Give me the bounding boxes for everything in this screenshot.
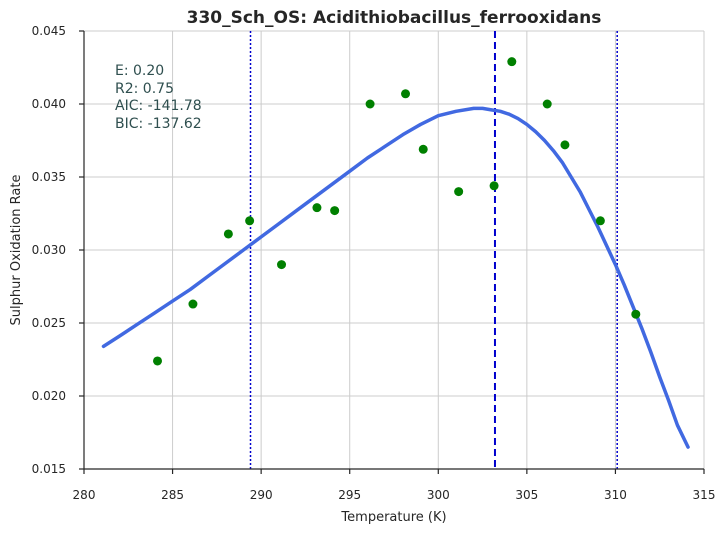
- data-point: [560, 140, 570, 150]
- data-point: [330, 206, 340, 216]
- data-point: [245, 216, 255, 226]
- y-tick-label: 0.045: [32, 24, 66, 38]
- x-tick-label: 300: [427, 488, 450, 502]
- data-point: [542, 99, 552, 109]
- data-point: [631, 309, 641, 319]
- y-tick-label: 0.035: [32, 170, 66, 184]
- stat-e: E: 0.20: [115, 63, 164, 79]
- stat-aic: AIC: -141.78: [115, 98, 202, 114]
- grid: [84, 30, 705, 469]
- data-point: [507, 57, 517, 67]
- fit-curve-layer: [101, 106, 690, 449]
- x-tick-label: 315: [693, 488, 716, 502]
- data-point: [454, 187, 464, 197]
- y-tick-label: 0.030: [32, 243, 66, 257]
- y-tick-labels: 0.015 0.020 0.025 0.030 0.035 0.040 0.045: [32, 24, 84, 476]
- data-point: [277, 260, 287, 270]
- y-axis-label: Sulphur Oxidation Rate: [9, 175, 24, 326]
- x-tick-label: 305: [515, 488, 538, 502]
- data-point: [418, 144, 428, 154]
- stat-r2: R2: 0.75: [115, 81, 174, 97]
- fit-curve: [101, 106, 690, 449]
- data-point: [365, 99, 375, 109]
- data-point: [401, 89, 411, 99]
- data-point: [153, 356, 163, 366]
- y-tick-label: 0.040: [32, 97, 66, 111]
- stat-bic: BIC: -137.62: [115, 116, 202, 132]
- x-tick-label: 285: [161, 488, 184, 502]
- x-axis-label: Temperature (K): [340, 510, 446, 525]
- data-points: [153, 57, 641, 366]
- y-tick-label: 0.025: [32, 316, 66, 330]
- reference-lines: [249, 31, 618, 469]
- x-tick-labels: 280 285 290 295 300 305 310 315: [73, 469, 716, 502]
- x-tick-label: 295: [338, 488, 361, 502]
- chart-title: 330_Sch_OS: Acidithiobacillus_ferrooxida…: [187, 8, 602, 28]
- fit-statistics: E: 0.20 R2: 0.75 AIC: -141.78 BIC: -137.…: [115, 63, 202, 132]
- y-tick-label: 0.015: [32, 462, 66, 476]
- y-tick-label: 0.020: [32, 389, 66, 403]
- x-tick-label: 310: [604, 488, 627, 502]
- data-point: [223, 229, 233, 239]
- data-point: [595, 216, 605, 226]
- data-point: [188, 299, 198, 309]
- data-point: [312, 203, 322, 213]
- x-tick-label: 280: [73, 488, 96, 502]
- data-point: [489, 181, 499, 191]
- x-tick-label: 290: [250, 488, 273, 502]
